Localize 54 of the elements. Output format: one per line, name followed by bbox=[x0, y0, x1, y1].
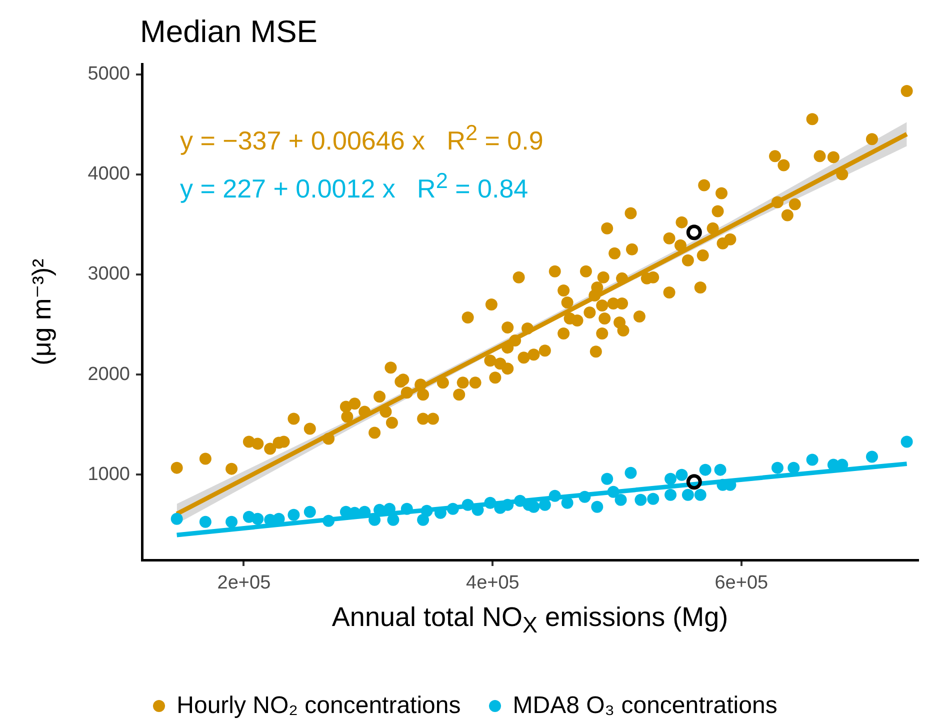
point bbox=[252, 512, 264, 525]
y-tick-label: 4000 bbox=[88, 163, 130, 184]
point bbox=[806, 454, 818, 466]
point bbox=[664, 472, 677, 485]
point bbox=[528, 500, 540, 513]
point bbox=[900, 436, 913, 448]
point bbox=[866, 450, 878, 463]
point bbox=[304, 506, 316, 518]
point bbox=[624, 466, 637, 479]
point bbox=[462, 498, 474, 511]
y-tick-label: 3000 bbox=[88, 264, 130, 285]
x-tick-label: 4e+05 bbox=[466, 572, 520, 594]
point bbox=[686, 224, 702, 240]
x-tick-label: 6e+05 bbox=[714, 572, 768, 594]
x-axis-title: Annual total NO$_{X}$ emissions (Mg) bbox=[332, 602, 728, 638]
point bbox=[771, 462, 784, 474]
point bbox=[614, 494, 627, 506]
point bbox=[226, 516, 238, 528]
point bbox=[601, 472, 614, 485]
point bbox=[400, 502, 413, 515]
point bbox=[322, 514, 335, 527]
point bbox=[417, 514, 430, 526]
point bbox=[647, 492, 660, 505]
point bbox=[578, 490, 591, 503]
point bbox=[420, 504, 433, 517]
annotation: y = −337 + 0.00646 x R$^{2}$ = 0.9 bbox=[180, 120, 544, 157]
point bbox=[607, 486, 620, 498]
point bbox=[634, 494, 647, 506]
y-axis-title: (μg m⁻³)² bbox=[26, 258, 58, 366]
point bbox=[561, 496, 574, 509]
point bbox=[714, 464, 726, 476]
point bbox=[484, 496, 496, 509]
point bbox=[686, 474, 702, 490]
point bbox=[446, 502, 459, 515]
y-tick-label: 2000 bbox=[88, 364, 130, 385]
legend-label: MDA8 O₃ concentrations bbox=[512, 692, 778, 720]
point bbox=[288, 508, 300, 521]
chart-title: Median MSE bbox=[140, 14, 318, 50]
y-tick-label: 1000 bbox=[88, 464, 130, 486]
point bbox=[591, 500, 604, 513]
point bbox=[387, 514, 400, 526]
point bbox=[788, 462, 800, 474]
point bbox=[548, 490, 561, 502]
y-tick-label: 5000 bbox=[88, 63, 130, 84]
annotation: y = 227 + 0.0012 x R$^{2}$ = 0.84 bbox=[180, 168, 528, 205]
point bbox=[199, 516, 212, 528]
point bbox=[682, 488, 694, 501]
point bbox=[170, 512, 183, 525]
point bbox=[676, 468, 688, 481]
point bbox=[699, 464, 712, 476]
x-tick-label: 2e+05 bbox=[217, 572, 271, 594]
point bbox=[664, 488, 677, 501]
legend-label: Hourly NO₂ concentrations bbox=[176, 692, 461, 720]
point bbox=[694, 488, 706, 501]
